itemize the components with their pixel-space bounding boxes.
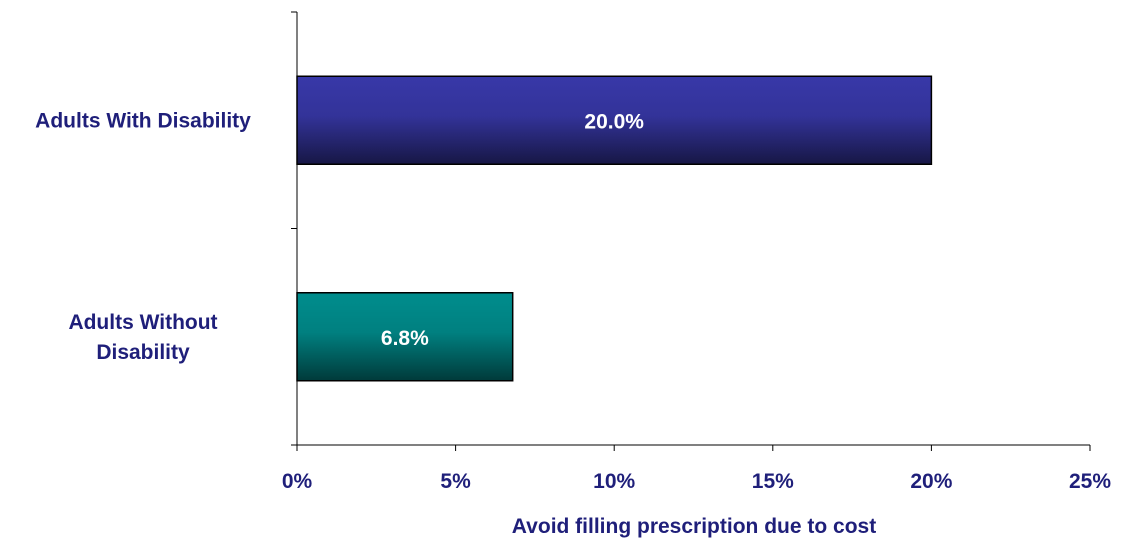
data-label-0: 20.0%	[584, 110, 644, 133]
category-label-1: Adults Without Disability	[68, 311, 217, 364]
bar-1	[296, 292, 514, 382]
x-tick-label-3: 15%	[752, 470, 794, 493]
x-tick-label-1: 5%	[440, 470, 471, 493]
x-tick-label-0: 0%	[282, 470, 313, 493]
labels-layer: 20.0% Adults With Disability 6.8% Adults Wi…	[35, 109, 1111, 493]
bar-0	[296, 75, 933, 165]
category-label-0: Adults With Disability	[35, 109, 251, 132]
x-tick-label-4: 20%	[910, 470, 952, 493]
bars-layer	[296, 75, 933, 382]
x-tick-label-2: 10%	[593, 470, 635, 493]
x-axis-title: Avoid filling prescription due to cost	[512, 515, 876, 538]
data-label-1: 6.8%	[381, 327, 429, 350]
x-tick-label-5: 25%	[1069, 470, 1111, 493]
axes-layer	[291, 11, 1091, 451]
